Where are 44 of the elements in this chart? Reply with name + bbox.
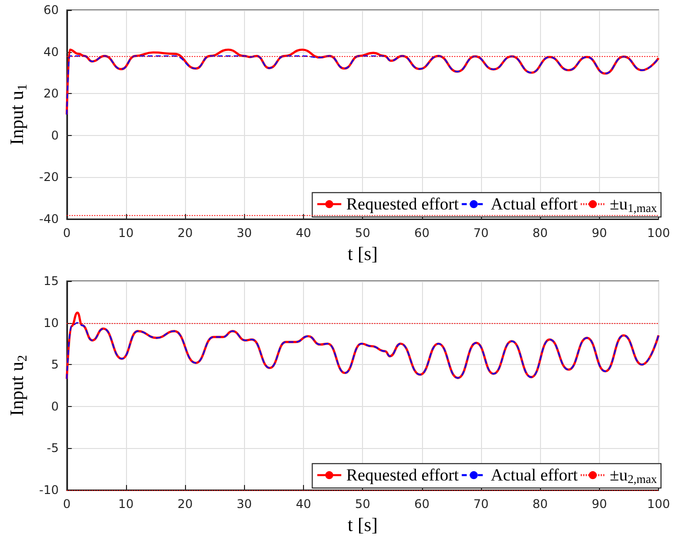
x-tick-label: 100 — [647, 226, 670, 240]
legend-label: Requested effort — [346, 194, 460, 214]
x-tick-label: 50 — [355, 226, 370, 240]
y-tick-label: -40 — [39, 212, 59, 226]
y-axis-title: Input u1 — [7, 84, 30, 146]
x-tick-label: 30 — [236, 226, 252, 240]
line-series — [66, 312, 660, 380]
line-series — [66, 322, 660, 380]
x-tick-label: 10 — [118, 497, 134, 511]
legend-label: Actual effort — [490, 194, 578, 214]
y-tick-label: 15 — [43, 274, 59, 288]
x-tick-label: 60 — [414, 226, 430, 240]
y-tick-label: 5 — [51, 358, 59, 372]
x-tick-label: 10 — [118, 226, 134, 240]
y-tick-label: 20 — [43, 86, 59, 101]
x-tick-label: 80 — [532, 497, 548, 511]
x-tick-label: 0 — [62, 226, 71, 240]
legend-label: Requested effort — [346, 466, 460, 485]
x-axis-title: t [s] — [348, 244, 378, 265]
y-tick-label: 0 — [51, 399, 59, 414]
x-tick-label: 70 — [473, 226, 489, 240]
y-axis-title: Input u2 — [7, 354, 30, 416]
x-tick-label: 60 — [414, 497, 430, 511]
y-tick-label: -10 — [39, 483, 59, 497]
x-tick-label: 80 — [532, 226, 548, 240]
y-tick-label: 60 — [43, 3, 59, 17]
x-tick-label: 100 — [647, 497, 670, 511]
x-tick-label: 20 — [177, 226, 193, 240]
legend-label: Actual effort — [490, 466, 578, 485]
x-tick-label: 40 — [296, 497, 312, 511]
x-tick-label: 90 — [592, 226, 608, 240]
x-tick-label: 50 — [355, 497, 370, 511]
x-tick-label: 40 — [296, 226, 312, 240]
x-tick-label: 70 — [473, 497, 489, 511]
x-tick-label: 90 — [592, 497, 608, 511]
x-axis-title: t [s] — [348, 515, 378, 536]
y-tick-label: -20 — [39, 170, 59, 184]
x-tick-label: 0 — [62, 497, 71, 511]
y-tick-label: -5 — [46, 441, 59, 456]
y-tick-label: 0 — [51, 128, 59, 142]
x-tick-label: 30 — [236, 497, 252, 511]
y-tick-label: 40 — [43, 44, 59, 59]
y-tick-label: 10 — [43, 316, 59, 330]
x-tick-label: 20 — [177, 497, 193, 511]
